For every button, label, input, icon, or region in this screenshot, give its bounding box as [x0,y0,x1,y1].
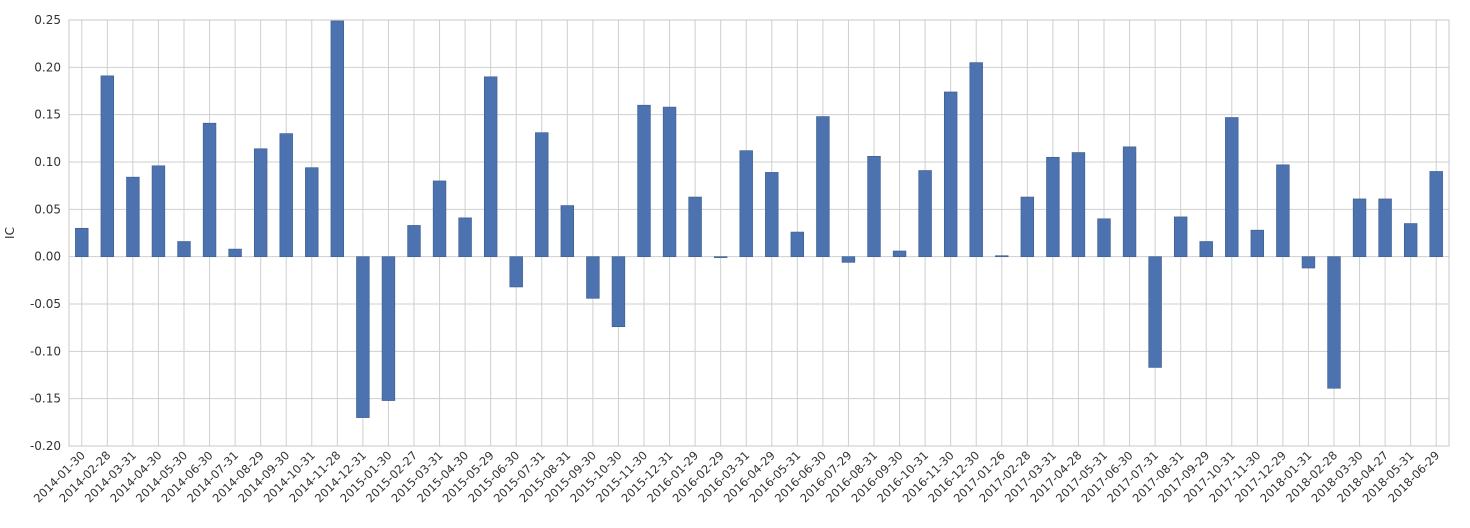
bar [458,217,472,257]
bar [739,150,753,257]
bar [535,132,549,257]
bar [943,91,958,257]
y-tick-label: 0.05 [34,202,61,216]
bar [560,205,575,257]
bar [1199,241,1213,257]
bar [228,248,242,257]
y-tick-label: 0.00 [34,250,61,264]
bar [816,116,830,257]
y-tick-label: -0.15 [30,392,61,406]
bar [1148,256,1162,368]
y-tick-label: 0.25 [34,13,61,27]
bars [75,20,1443,418]
bar [662,106,677,257]
bar [509,256,523,288]
bar [1071,152,1086,257]
bar [1429,171,1443,257]
y-tick-label: 0.20 [34,60,61,74]
bar [790,231,805,257]
y-tick-label: -0.05 [30,297,61,311]
y-axis-ticks: -0.20 -0.15 -0.10 -0.05 0.00 0.05 0.10 0.15 0.20… [30,13,61,453]
bar [100,75,115,257]
bar [611,256,626,328]
bar [305,167,319,257]
bar [75,227,89,257]
grid [69,19,1449,447]
bar [1046,156,1060,257]
bar [126,176,140,257]
bar [330,20,345,257]
bar [765,172,779,257]
bar [253,148,268,257]
bar [969,62,983,257]
bar [279,133,293,257]
bar [1378,198,1392,257]
bar [1250,229,1265,257]
bar [407,225,421,257]
bar [586,256,600,299]
bar [918,170,932,257]
bar [202,122,217,257]
bar [1020,196,1035,257]
bar [995,255,1009,257]
bar [841,256,856,263]
bar [1403,223,1418,257]
bar [432,180,447,257]
bar [637,104,651,257]
x-axis-ticks: 2014-01-302014-02-282014-03-312014-04-30… [31,448,1443,505]
y-tick-label: 0.15 [34,108,61,122]
bar [1327,256,1341,389]
bar [1225,117,1239,257]
bar [1352,198,1367,257]
y-tick-label: -0.10 [30,344,61,358]
y-tick-label: -0.20 [30,439,61,453]
bar [892,250,907,257]
bar [1173,216,1188,257]
bar [867,156,881,257]
bar [713,256,728,258]
bar [1122,146,1137,257]
bar [1276,164,1290,257]
bar [151,165,166,257]
bar [688,196,702,257]
bar [356,256,370,418]
y-tick-label: 0.10 [34,155,61,169]
y-axis-label: IC [3,227,17,239]
bar [1301,256,1316,269]
bar [177,241,191,257]
bar [381,256,396,401]
bar [1097,218,1111,257]
plot-frame [68,19,1450,447]
bar [483,76,498,257]
